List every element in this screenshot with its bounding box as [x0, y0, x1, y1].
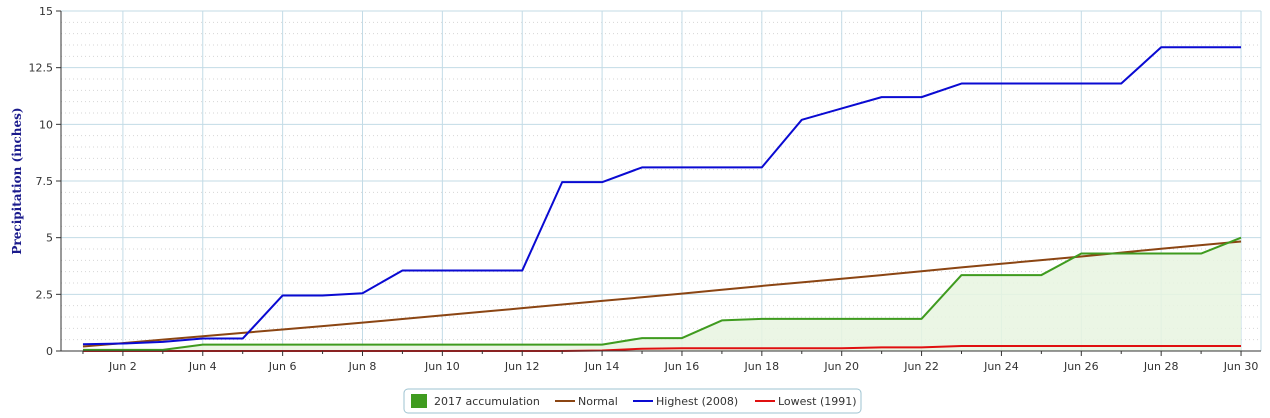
x-tick-label: Jun 14: [584, 360, 620, 373]
y-tick-label: 7.5: [36, 175, 54, 188]
series-line-highest-2008: [82, 46, 1242, 346]
legend-item-highest-2008: Highest (2008): [633, 395, 738, 408]
legend-label: Highest (2008): [656, 395, 738, 408]
x-tick-label: Jun 4: [188, 360, 217, 373]
legend-label: Lowest (1991): [778, 395, 857, 408]
legend-box: [403, 388, 862, 414]
legend-label: Normal: [578, 395, 618, 408]
x-tick-label: Jun 30: [1223, 360, 1259, 373]
y-tick-label: 5: [46, 232, 53, 245]
x-tick-label: Jun 16: [664, 360, 700, 373]
legend-item-2017-accumulation: 2017 accumulation: [411, 394, 540, 408]
x-tick-label: Jun 26: [1063, 360, 1099, 373]
y-tick-label: 0: [46, 345, 53, 358]
legend-item-lowest-1991: Lowest (1991): [755, 395, 857, 408]
legend-label: 2017 accumulation: [434, 395, 540, 408]
axis-layer: 0 2.5 5 7.5 10 12.5 15 Jun 2 Jun 4 Jun 6 Jun 8 Jun …: [29, 5, 1261, 373]
x-tick-label: Jun 22: [903, 360, 939, 373]
x-tick-label: Jun 12: [504, 360, 540, 373]
series-line-2017-accumulation: [82, 236, 1242, 351]
y-tick-label: 10: [39, 118, 53, 131]
y-tick-label: 15: [39, 5, 53, 18]
x-tick-label: Jun 10: [424, 360, 460, 373]
legend: 2017 accumulation Normal Highest (2008) Low…: [403, 388, 862, 414]
x-tick-label: Jun 28: [1143, 360, 1179, 373]
legend-swatch: [411, 394, 427, 408]
x-tick-label: Jun 6: [268, 360, 297, 373]
series-line-normal: [82, 240, 1242, 348]
y-axis-label: Precipitation (inches): [10, 107, 24, 254]
x-tick-label: Jun 8: [348, 360, 377, 373]
x-tick-label: Jun 18: [743, 360, 779, 373]
series-area-fill-2017: [82, 237, 1242, 351]
x-tick-label: Jun 2: [108, 360, 137, 373]
x-tick-label: Jun 20: [823, 360, 859, 373]
legend-item-normal: Normal: [555, 395, 618, 408]
y-tick-label: 12.5: [29, 62, 54, 75]
x-tick-label: Jun 24: [983, 360, 1019, 373]
y-tick-label: 2.5: [36, 288, 54, 301]
